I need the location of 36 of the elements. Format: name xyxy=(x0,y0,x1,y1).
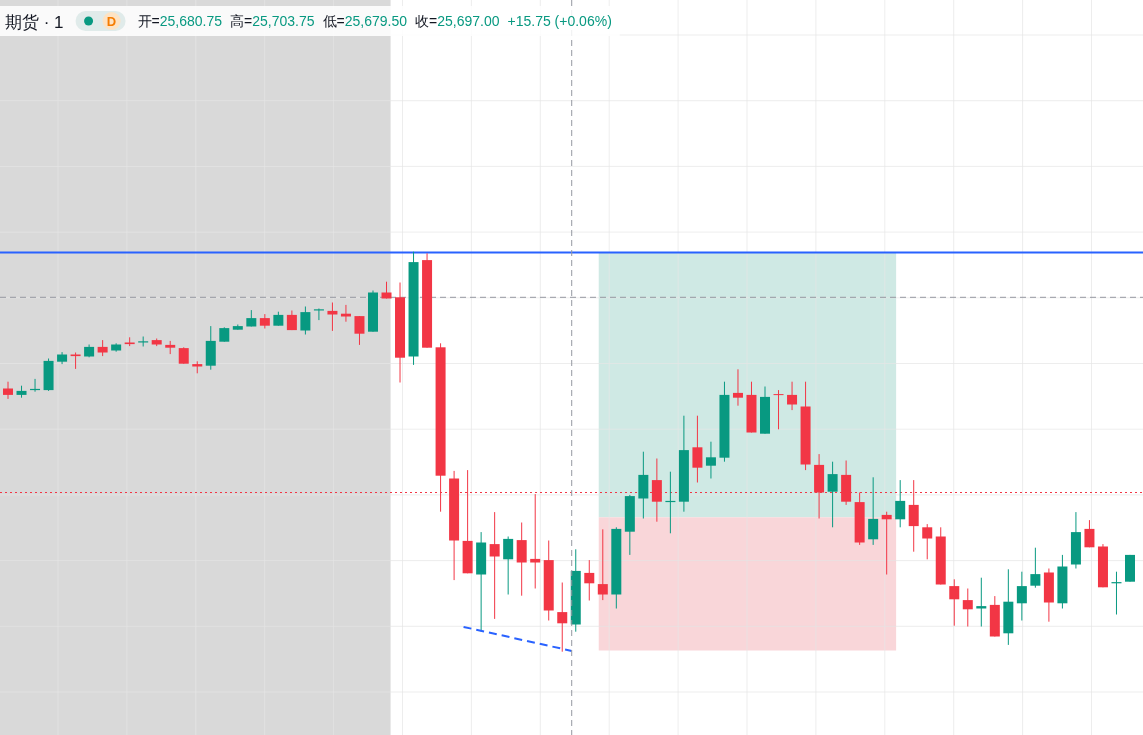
chart-title: 期货 · 1 xyxy=(5,13,64,32)
candlestick xyxy=(3,381,13,400)
candlestick xyxy=(787,381,798,411)
candlestick xyxy=(516,522,527,597)
candlestick xyxy=(1084,519,1095,548)
text: 低=25,679.50 xyxy=(322,13,408,29)
candlestick xyxy=(327,302,338,332)
candlestick xyxy=(313,308,324,321)
candlestick xyxy=(584,559,595,601)
text: 开=25,680.75 xyxy=(137,13,223,29)
candlestick xyxy=(705,441,716,479)
candlestick xyxy=(1030,547,1041,589)
candlestick xyxy=(489,511,500,620)
candlestick xyxy=(503,536,514,595)
candlestick xyxy=(773,389,784,430)
candlestick xyxy=(827,461,838,528)
candlestick xyxy=(597,528,608,601)
text: 收=25,697.00 xyxy=(415,13,500,29)
candlestick xyxy=(638,451,649,519)
candlestick xyxy=(949,578,960,627)
text: D xyxy=(106,14,117,29)
candlestick xyxy=(692,415,703,483)
candlestick xyxy=(976,577,987,627)
candlestick xyxy=(881,511,892,575)
candlestick xyxy=(732,368,743,407)
candlestick xyxy=(895,479,906,528)
candlestick xyxy=(922,523,933,560)
candlestick xyxy=(868,476,879,546)
candlestick xyxy=(1016,571,1027,621)
candlestick xyxy=(300,306,311,335)
text: +15.75 (+0.06%) xyxy=(507,13,612,29)
candlestick xyxy=(354,315,365,346)
candlestick xyxy=(962,588,973,627)
candlestick xyxy=(340,304,351,323)
candlestick xyxy=(557,582,568,653)
text: 高=25,703.75 xyxy=(230,13,315,29)
